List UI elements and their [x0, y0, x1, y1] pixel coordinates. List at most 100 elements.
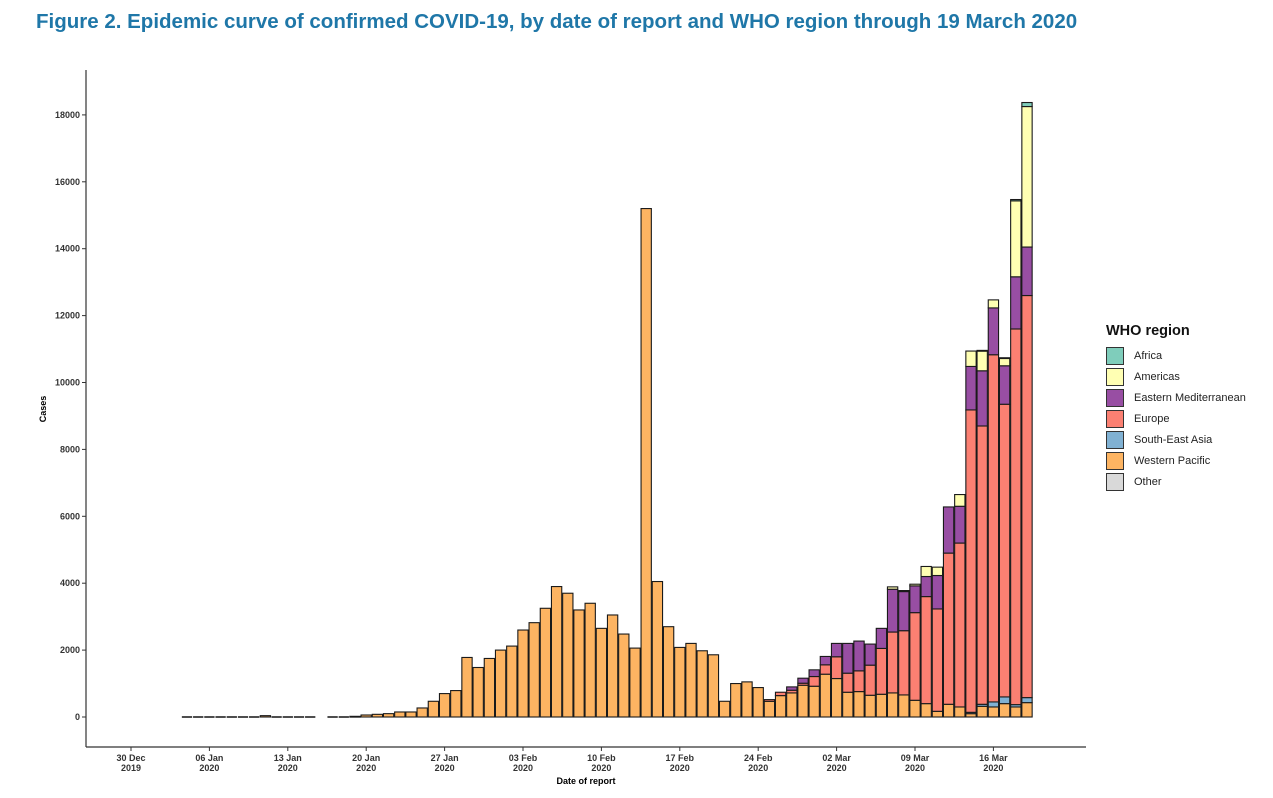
- bar-wpro: [562, 592, 574, 718]
- bar-wpro: [539, 607, 552, 718]
- x-tick-label-year: 2020: [199, 763, 219, 773]
- bar-wpro: [618, 633, 630, 718]
- bar-africa: [998, 357, 1011, 360]
- bar-americas: [954, 494, 966, 507]
- x-tick-label: 06 Jan: [195, 753, 223, 763]
- bar-wpro: [853, 691, 865, 718]
- bar-europe: [819, 664, 832, 675]
- x-tick-label-year: 2020: [983, 763, 1003, 773]
- legend-swatch: [1106, 472, 1124, 491]
- y-tick-label: 14000: [55, 244, 80, 254]
- legend-item-wpro: Western Pacific: [1106, 450, 1246, 471]
- bar-europe: [909, 612, 921, 701]
- legend-item-searo: South-East Asia: [1106, 429, 1246, 450]
- bar-wpro: [752, 687, 764, 718]
- bar-wpro: [394, 711, 406, 718]
- bar-wpro: [360, 714, 372, 718]
- bar-europe: [931, 608, 944, 712]
- y-tick-label: 0: [75, 712, 80, 722]
- x-tick-label: 27 Jan: [431, 753, 459, 763]
- legend-item-emro: Eastern Mediterranean: [1106, 387, 1246, 408]
- bar-wpro: [438, 693, 451, 718]
- bar-wpro: [741, 681, 753, 718]
- bar-emro: [1010, 276, 1022, 330]
- bar-europe: [954, 542, 966, 708]
- bar-wpro: [382, 713, 395, 718]
- legend-label: South-East Asia: [1134, 433, 1213, 446]
- bar-wpro: [371, 713, 384, 718]
- legend-label: Western Pacific: [1134, 454, 1211, 467]
- x-axis-title: Date of report: [556, 776, 615, 786]
- x-tick-label: 09 Mar: [901, 753, 930, 763]
- x-tick-label-year: 2019: [121, 763, 141, 773]
- bar-wpro: [696, 650, 708, 718]
- legend-item-europe: Europe: [1106, 408, 1246, 429]
- x-tick-label-year: 2020: [748, 763, 768, 773]
- bar-wpro: [842, 691, 854, 718]
- bar-wpro: [920, 703, 932, 718]
- legend-items: Africa Americas Eastern Mediterranean Europ…: [1106, 345, 1246, 492]
- bar-europe: [853, 670, 865, 693]
- bar-emro: [830, 642, 843, 658]
- bar-wpro: [685, 642, 697, 718]
- legend-swatch: [1106, 367, 1124, 386]
- bar-searo: [1021, 697, 1033, 704]
- x-tick-label-year: 2020: [356, 763, 376, 773]
- bar-wpro: [405, 711, 417, 718]
- bar-americas: [976, 350, 988, 372]
- x-tick-label-year: 2020: [905, 763, 925, 773]
- bar-europe: [763, 699, 776, 702]
- bar-emro: [898, 591, 910, 632]
- legend-swatch: [1106, 430, 1124, 449]
- bar-wpro: [987, 706, 1000, 718]
- legend-swatch: [1106, 451, 1124, 470]
- bar-emro: [797, 677, 809, 684]
- y-axis-ticks: 0 2000 4000 6000 8000 10000 12000 14000 16000 180…: [55, 110, 86, 722]
- legend-item-americas: Americas: [1106, 366, 1246, 387]
- bar-americas: [931, 566, 944, 577]
- legend-label: Other: [1134, 475, 1162, 488]
- bar-emro: [786, 686, 798, 691]
- x-tick-label: 30 Dec: [116, 753, 145, 763]
- y-tick-label: 10000: [55, 378, 80, 388]
- bar-americas: [965, 350, 977, 367]
- bar-emro: [987, 307, 1000, 356]
- legend-item-other: Other: [1106, 471, 1246, 492]
- y-tick-label: 16000: [55, 177, 80, 187]
- bar-americas: [898, 590, 910, 593]
- bar-americas: [998, 357, 1011, 367]
- bar-wpro: [1021, 702, 1033, 718]
- x-tick-label: 13 Jan: [274, 753, 302, 763]
- x-tick-label-year: 2020: [591, 763, 611, 773]
- y-axis-title: Cases: [38, 396, 48, 423]
- y-tick-label: 12000: [55, 311, 80, 321]
- bar-wpro: [774, 695, 787, 718]
- bar-wpro: [718, 700, 731, 718]
- y-tick-label: 4000: [60, 578, 80, 588]
- x-tick-label: 02 Mar: [822, 753, 851, 763]
- x-tick-label: 20 Jan: [352, 753, 380, 763]
- bar-emro: [1021, 246, 1033, 297]
- bar-wpro: [998, 703, 1011, 718]
- x-tick-label-year: 2020: [670, 763, 690, 773]
- bar-americas: [886, 586, 899, 590]
- bar-europe: [842, 672, 854, 693]
- bar-wpro: [349, 715, 361, 718]
- bar-wpro: [954, 706, 966, 718]
- bar-emro: [842, 642, 854, 674]
- bar-europe: [920, 596, 932, 705]
- bar-wpro: [427, 700, 440, 718]
- bar-europe: [830, 656, 843, 680]
- bar-wpro: [528, 622, 540, 718]
- x-tick-label: 24 Feb: [744, 753, 773, 763]
- bar-wpro: [909, 699, 921, 718]
- y-tick-label: 2000: [60, 645, 80, 655]
- y-tick-label: 6000: [60, 511, 80, 521]
- bar-americas: [987, 299, 1000, 309]
- bar-wpro: [1010, 706, 1022, 718]
- bar-wpro: [640, 208, 652, 718]
- bar-searo: [987, 701, 1000, 708]
- bar-wpro: [629, 647, 641, 718]
- bar-wpro: [808, 685, 820, 718]
